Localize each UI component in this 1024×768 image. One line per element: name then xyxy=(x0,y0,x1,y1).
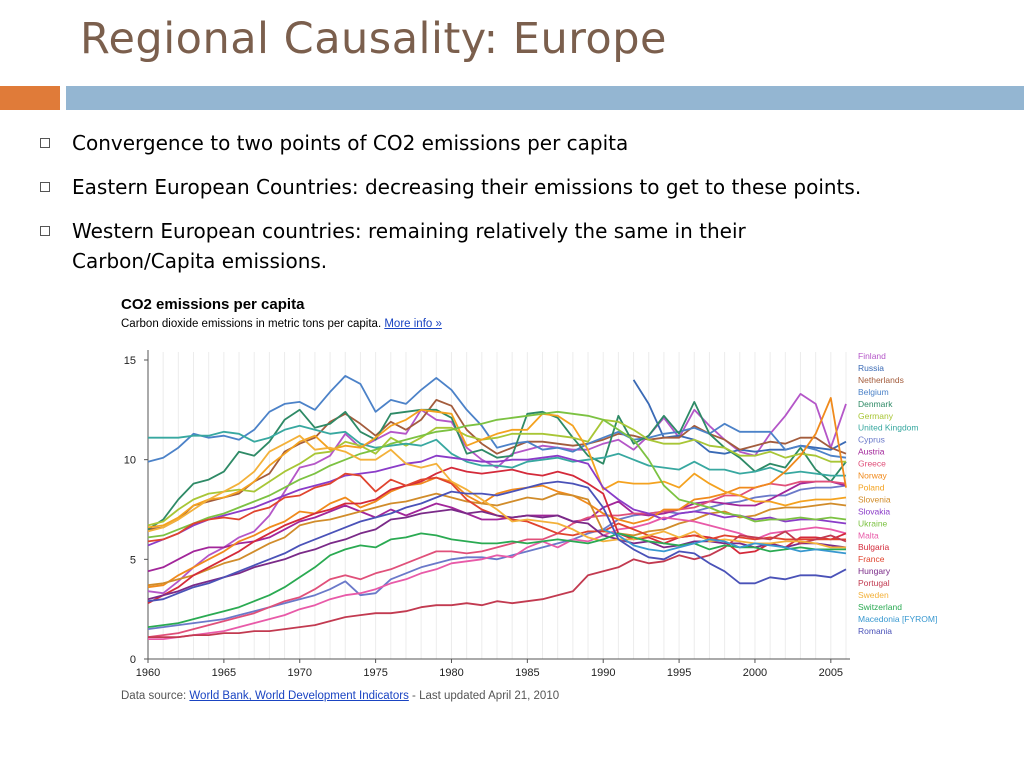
accent-bar-blue xyxy=(66,86,1024,110)
legend-entry: Cyprus xyxy=(858,435,885,445)
source-link[interactable]: World Bank, World Development Indicators xyxy=(189,690,409,702)
series-line-belgium xyxy=(147,374,847,463)
series-line-netherlands xyxy=(147,398,847,531)
series-line-united-kingdom xyxy=(148,424,846,477)
legend-entry: Germany xyxy=(858,411,894,421)
legend-entry: Norway xyxy=(858,471,888,481)
x-tick-label: 1965 xyxy=(212,667,236,679)
bullet-item: Western European countries: remaining re… xyxy=(40,216,1000,276)
bullet-square-icon xyxy=(40,138,50,148)
series-line-austria xyxy=(147,480,847,573)
y-tick-label: 10 xyxy=(124,455,136,467)
chart-title: CO2 emissions per capita xyxy=(121,296,305,313)
y-tick-label: 0 xyxy=(130,654,136,666)
x-tick-label: 1985 xyxy=(515,667,539,679)
series-line-macedonia-fyrom- xyxy=(602,528,847,555)
legend-entry: Romania xyxy=(858,626,892,636)
series-line-ukraine xyxy=(147,410,847,539)
source-suffix: - Last updated April 21, 2010 xyxy=(408,690,560,702)
x-tick-label: 1980 xyxy=(439,667,463,679)
legend-entry: Belgium xyxy=(858,387,889,397)
series-line-sweden xyxy=(147,434,846,549)
bullet-square-icon xyxy=(40,182,50,192)
data-source: Data source: World Bank, World Developme… xyxy=(121,690,559,702)
legend-entry: United Kingdom xyxy=(858,423,918,433)
x-tick-label: 1990 xyxy=(591,667,615,679)
series-line-malta xyxy=(148,516,847,640)
more-info-link[interactable]: More info » xyxy=(384,318,442,330)
legend-entry: Finland xyxy=(858,351,886,361)
legend-entry: Malta xyxy=(858,530,879,540)
legend-entry: Ukraine xyxy=(858,518,888,528)
legend-entry: Greece xyxy=(858,459,886,469)
x-tick-label: 2005 xyxy=(819,667,843,679)
series-line-switzerland xyxy=(147,532,846,628)
y-tick-label: 5 xyxy=(130,554,136,566)
slide-title: Regional Causality: Europe xyxy=(80,14,667,64)
x-tick-label: 1960 xyxy=(136,667,160,679)
bullet-text: Western European countries: remaining re… xyxy=(72,219,746,273)
chart-subtitle-text: Carbon dioxide emissions in metric tons … xyxy=(121,318,385,330)
legend-entry: Denmark xyxy=(858,399,893,409)
accent-bar-orange xyxy=(0,86,60,110)
chart-subtitle: Carbon dioxide emissions in metric tons … xyxy=(121,318,442,330)
series-line-germany xyxy=(147,418,846,527)
y-tick-label: 15 xyxy=(124,355,136,367)
series-line-greece xyxy=(147,480,847,638)
legend-entry: Slovenia xyxy=(858,494,891,504)
bullet-item: Eastern European Countries: decreasing t… xyxy=(40,172,1000,202)
legend-entry: Russia xyxy=(858,363,884,373)
legend-entry: Poland xyxy=(858,482,885,492)
legend-entry: Macedonia [FYROM] xyxy=(858,614,937,624)
bullet-text: Eastern European Countries: decreasing t… xyxy=(72,175,862,199)
series-line-slovakia xyxy=(147,454,847,547)
series-line-romania xyxy=(147,480,847,603)
legend-entry: France xyxy=(858,554,885,564)
x-tick-label: 1970 xyxy=(287,667,311,679)
bullet-list: Convergence to two points of CO2 emissio… xyxy=(40,128,1000,290)
series-line-poland xyxy=(147,408,847,529)
x-tick-label: 2000 xyxy=(743,667,767,679)
x-tick-label: 1975 xyxy=(363,667,387,679)
bullet-item: Convergence to two points of CO2 emissio… xyxy=(40,128,1000,158)
legend-entry: Switzerland xyxy=(858,602,902,612)
legend-entry: Sweden xyxy=(858,590,889,600)
legend-entry: Hungary xyxy=(858,566,891,576)
series-line-norway xyxy=(147,396,847,589)
x-tick-label: 1995 xyxy=(667,667,691,679)
source-prefix: Data source: xyxy=(121,690,190,702)
legend-entry: Bulgaria xyxy=(858,542,889,552)
legend-entry: Netherlands xyxy=(858,375,904,385)
legend-entry: Slovakia xyxy=(858,506,890,516)
legend-entry: Austria xyxy=(858,447,885,457)
bullet-text: Convergence to two points of CO2 emissio… xyxy=(72,131,629,155)
legend-entry: Portugal xyxy=(858,578,890,588)
bullet-square-icon xyxy=(40,226,50,236)
